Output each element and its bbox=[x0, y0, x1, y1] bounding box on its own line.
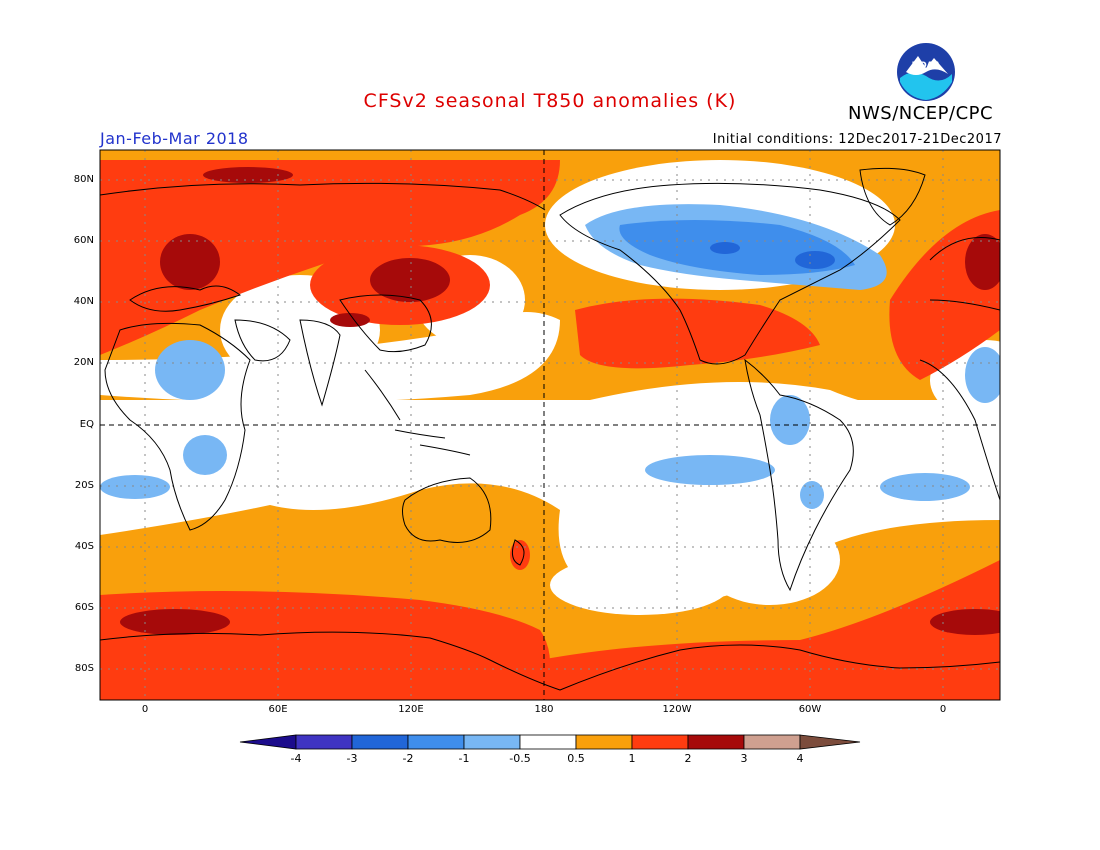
lon-label-180: 180 bbox=[534, 704, 554, 715]
colorbar-label: 0.5 bbox=[567, 752, 585, 765]
colorbar-label: -1 bbox=[458, 752, 470, 765]
agency-label: NWS/NCEP/CPC bbox=[848, 103, 994, 124]
lon-label-60w: 60W bbox=[798, 704, 822, 715]
lon-label-120w: 120W bbox=[662, 704, 692, 715]
lat-label-40n: 40N bbox=[73, 296, 94, 307]
colorbar-label: 3 bbox=[740, 752, 748, 765]
lat-label-eq: EQ bbox=[79, 419, 94, 430]
colorbar-label: 1 bbox=[628, 752, 636, 765]
lat-label-40s: 40S bbox=[74, 541, 94, 552]
noaa-logo-text: NOAA bbox=[912, 61, 941, 71]
chart-title: CFSv2 seasonal T850 anomalies (K) bbox=[363, 90, 737, 112]
colorbar-upper-arrow bbox=[799, 734, 861, 750]
lat-label-60s: 60S bbox=[74, 602, 94, 613]
lat-label-80s: 80S bbox=[74, 663, 94, 674]
lon-label-0-east: 0 bbox=[939, 704, 947, 715]
colorbar-lower-arrow bbox=[239, 734, 297, 750]
lat-label-20s: 20S bbox=[74, 480, 94, 491]
colorbar-label: -4 bbox=[290, 752, 302, 765]
coastlines bbox=[99, 167, 1001, 691]
lon-label-0-west: 0 bbox=[141, 704, 149, 715]
grid-lines bbox=[100, 150, 1000, 700]
lat-label-80n: 80N bbox=[73, 174, 94, 185]
colorbar-label: -3 bbox=[346, 752, 358, 765]
colorbar-label: -2 bbox=[402, 752, 414, 765]
initial-conditions: Initial conditions: 12Dec2017-21Dec2017 bbox=[712, 132, 1002, 147]
lat-label-20n: 20N bbox=[73, 357, 94, 368]
colorbar-label: -0.5 bbox=[509, 752, 531, 765]
colorbar bbox=[239, 734, 861, 750]
map-frame bbox=[99, 149, 1001, 701]
lon-label-60e: 60E bbox=[268, 704, 288, 715]
lon-label-120e: 120E bbox=[398, 704, 424, 715]
colorbar-label: 4 bbox=[796, 752, 804, 765]
season-label: Jan-Feb-Mar 2018 bbox=[100, 129, 249, 148]
noaa-logo: NOAA bbox=[897, 43, 955, 101]
colorbar-label: 2 bbox=[684, 752, 692, 765]
lat-label-60n: 60N bbox=[73, 235, 94, 246]
